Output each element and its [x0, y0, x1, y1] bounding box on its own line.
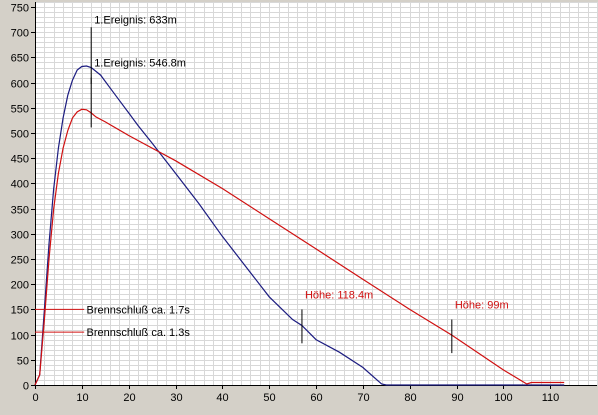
annotation-label: Höhe: 99m [455, 299, 509, 311]
x-tick-label: 20 [123, 392, 135, 404]
y-tick-label: 500 [11, 129, 29, 141]
x-tick-label: 60 [310, 392, 322, 404]
y-tick-label: 100 [11, 331, 29, 343]
y-tick-label: 450 [11, 154, 29, 166]
annotation-label: 1.Ereignis: 633m [94, 15, 177, 27]
y-tick-label: 600 [11, 79, 29, 91]
y-tick-label: 200 [11, 280, 29, 292]
y-tick-label: 350 [11, 205, 29, 217]
x-tick-label: 90 [451, 392, 463, 404]
x-tick-label: 0 [32, 392, 38, 404]
grid [35, 2, 598, 386]
x-tick-label: 100 [494, 392, 512, 404]
x-tick-label: 80 [404, 392, 416, 404]
y-tick-label: 650 [11, 53, 29, 65]
y-tick-label: 250 [11, 255, 29, 267]
annotation-label: 1.Ereignis: 546.8m [94, 57, 186, 69]
series-line-blue [34, 65, 565, 386]
burnout-label: Brennschluß ca. 1.3s [87, 327, 191, 339]
y-tick-label: 400 [11, 179, 29, 191]
x-tick-label: 50 [263, 392, 275, 404]
series-line-red [34, 108, 565, 386]
y-tick-label: 150 [11, 305, 29, 317]
y-tick-label: 300 [11, 230, 29, 242]
x-tick-label: 40 [216, 392, 228, 404]
y-tick-label: 50 [17, 356, 29, 368]
y-tick-label: 0 [23, 381, 29, 393]
annotation-label: Höhe: 118.4m [305, 289, 373, 301]
y-tick-label: 550 [11, 104, 29, 116]
x-tick-label: 10 [76, 392, 88, 404]
y-tick-label: 700 [11, 28, 29, 40]
x-tick-label: 30 [170, 392, 182, 404]
burnout-label: Brennschluß ca. 1.7s [87, 304, 191, 316]
x-tick-label: 70 [357, 392, 369, 404]
x-tick-label: 110 [542, 392, 560, 404]
y-tick-label: 750 [11, 3, 29, 15]
